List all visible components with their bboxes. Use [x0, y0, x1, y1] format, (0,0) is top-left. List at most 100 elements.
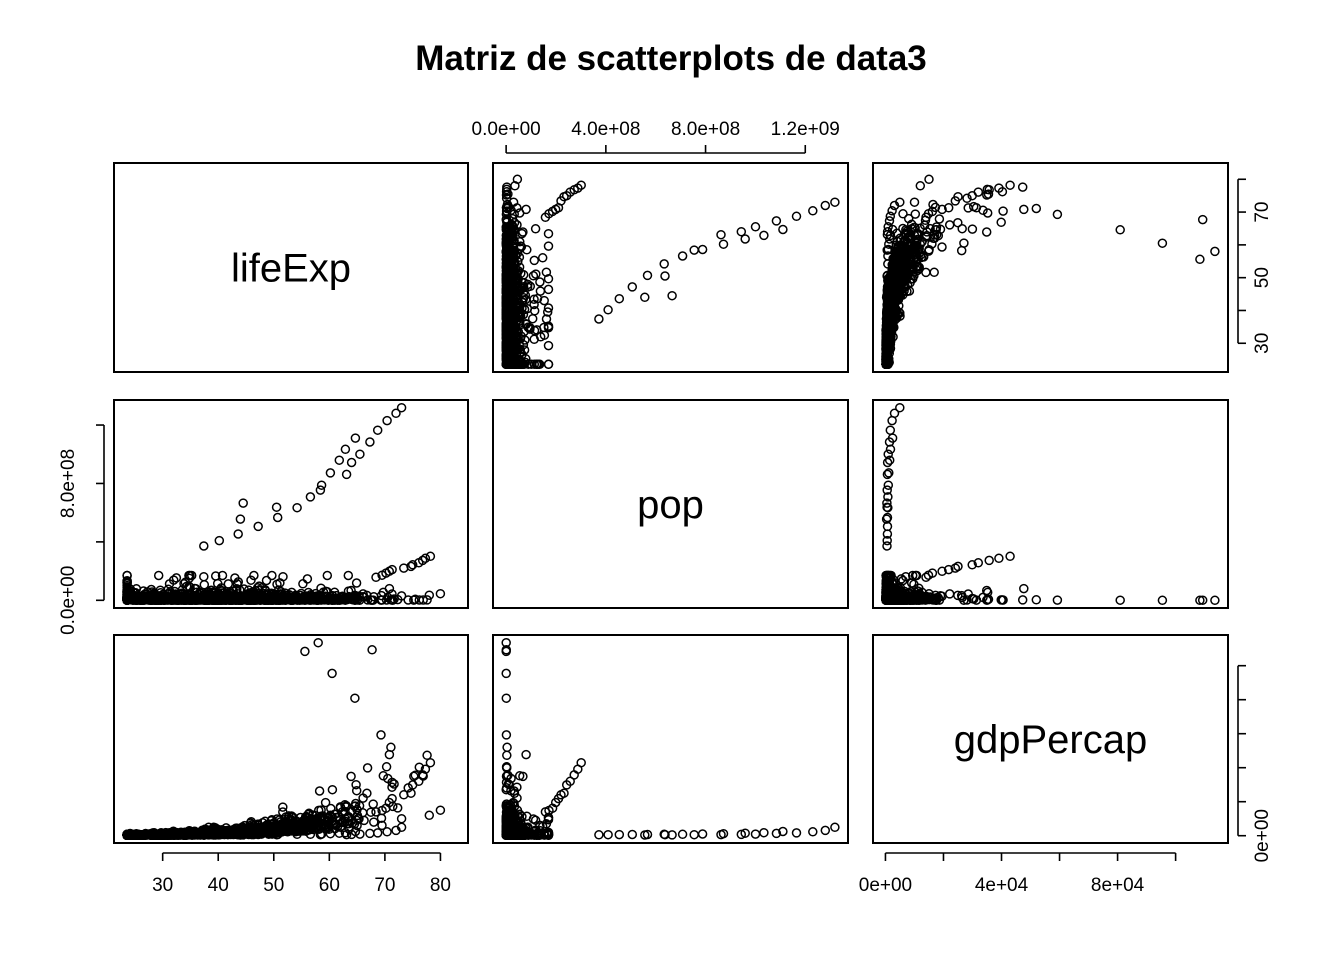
panel-lifeExp-lifeExp — [113, 162, 469, 373]
data-point — [614, 293, 625, 304]
data-point — [697, 244, 708, 255]
diagonal-label-pop: pop — [637, 483, 704, 527]
data-point — [271, 502, 282, 512]
data-point — [325, 468, 336, 478]
data-point — [233, 529, 243, 539]
data-point — [539, 295, 549, 306]
data-point — [594, 314, 604, 324]
data-point — [921, 267, 931, 278]
data-point — [543, 241, 554, 251]
data-point — [820, 200, 831, 211]
data-point — [953, 217, 963, 228]
data-point — [640, 292, 650, 303]
data-point — [750, 222, 761, 232]
data-point — [351, 578, 362, 588]
data-point — [808, 206, 818, 216]
data-point — [543, 303, 554, 313]
data-point — [542, 307, 553, 317]
data-point — [603, 305, 613, 315]
data-point — [1052, 209, 1063, 220]
data-point — [543, 228, 554, 239]
data-point — [929, 267, 939, 278]
data-point — [718, 239, 729, 249]
data-point — [435, 588, 446, 599]
data-point — [944, 220, 955, 230]
data-point — [677, 251, 688, 261]
data-point — [382, 415, 392, 426]
data-point — [425, 551, 436, 562]
data-point — [355, 449, 365, 459]
data-point — [365, 437, 375, 447]
data-point — [537, 253, 548, 263]
data-point — [937, 242, 947, 252]
data-point — [316, 480, 327, 490]
data-point — [529, 255, 540, 266]
data-point — [531, 269, 541, 279]
data-point — [543, 359, 554, 370]
data-point — [973, 187, 984, 197]
data-point — [642, 270, 653, 281]
data-point — [998, 206, 1008, 216]
data-point — [199, 541, 209, 551]
data-point — [238, 498, 248, 508]
data-point — [272, 512, 283, 523]
data-point — [771, 216, 782, 226]
data-point — [909, 197, 920, 207]
data-point — [627, 282, 638, 292]
diagonal-label-lifeExp: lifeExp — [231, 247, 351, 291]
data-point — [1195, 254, 1205, 265]
panel-pop-lifeExp — [113, 399, 469, 609]
data-point — [322, 570, 333, 581]
data-point — [1031, 595, 1042, 605]
data-point — [214, 535, 225, 546]
data-point — [967, 224, 978, 234]
data-point — [740, 234, 750, 244]
data-point — [305, 492, 316, 502]
data-point — [340, 444, 351, 455]
data-point — [1031, 203, 1042, 214]
panel-pop-gdpPercap — [872, 399, 1229, 609]
data-point — [292, 502, 302, 513]
data-point — [778, 224, 788, 235]
data-point — [153, 570, 164, 581]
data-point — [350, 433, 361, 443]
data-point — [521, 204, 531, 215]
panel-lifeExp-pop — [492, 162, 849, 373]
data-point — [1017, 182, 1028, 192]
data-point — [343, 570, 354, 581]
data-point — [660, 271, 670, 281]
data-point — [759, 230, 769, 241]
data-point — [1210, 246, 1220, 257]
data-point — [267, 570, 277, 581]
data-point — [535, 277, 545, 287]
data-point — [346, 457, 357, 468]
data-point — [528, 271, 539, 281]
data-point — [1005, 180, 1015, 190]
data-point — [543, 284, 554, 295]
panel-lifeExp-gdpPercap — [872, 162, 1229, 373]
data-point — [963, 203, 973, 213]
data-point — [830, 197, 840, 207]
data-point — [1115, 225, 1125, 235]
data-point — [372, 425, 383, 435]
data-point — [934, 214, 945, 224]
data-point — [667, 290, 677, 301]
data-point — [253, 521, 263, 532]
data-point — [298, 579, 308, 589]
data-point — [341, 469, 352, 480]
data-point — [716, 229, 726, 240]
data-point — [996, 217, 1006, 228]
data-point — [1019, 204, 1029, 215]
data-point — [302, 574, 313, 584]
data-point — [1157, 238, 1168, 248]
data-point — [915, 181, 926, 191]
data-point — [199, 571, 209, 582]
data-point — [924, 174, 934, 185]
data-point — [530, 224, 541, 234]
data-point — [396, 402, 407, 413]
chart-title: Matriz de scatterplots de data3 — [415, 39, 927, 78]
data-point — [534, 359, 545, 370]
data-point — [1197, 214, 1208, 225]
